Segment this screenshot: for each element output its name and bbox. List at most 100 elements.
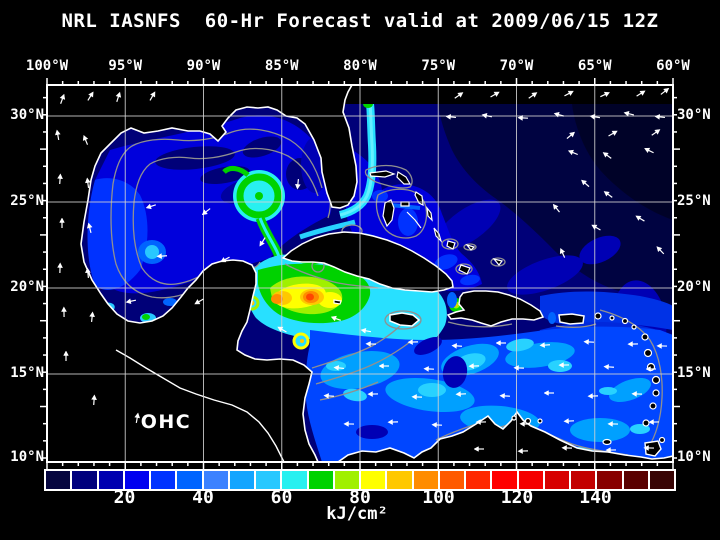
current-arrow-icon [558, 362, 570, 368]
current-arrow-icon [656, 343, 668, 349]
current-arrow-icon [648, 419, 660, 425]
current-arrow-icon [587, 393, 599, 399]
colorbar-cell [332, 471, 359, 489]
current-arrow-icon [323, 393, 335, 399]
colorbar-cell [621, 471, 648, 489]
lat-label: 25°N [677, 193, 711, 209]
colorbar-cell [280, 471, 307, 489]
current-arrow-icon [561, 445, 573, 451]
current-arrow-icon [473, 446, 484, 452]
lat-label: 15°N [677, 365, 711, 381]
current-arrow-icon [603, 364, 615, 370]
current-arrow-icon [591, 224, 601, 231]
colorbar-cell [411, 471, 438, 489]
current-arrow-icon [603, 191, 613, 198]
current-arrow-icon [559, 248, 566, 258]
current-arrow-icon [660, 87, 670, 95]
lat-label: 20°N [10, 279, 44, 295]
current-arrow-icon [600, 91, 610, 98]
island-jamaica [389, 312, 421, 327]
map-frame [46, 84, 674, 463]
current-arrow-icon [365, 341, 377, 347]
colorbar-tick-label: 120 [500, 487, 534, 508]
current-arrow-icon [82, 134, 89, 145]
current-arrow-icon [468, 363, 480, 369]
current-arrow-icon [623, 110, 635, 117]
lon-label: 85°W [264, 58, 299, 74]
colorbar-cell [359, 471, 386, 489]
colorbar-tick-label: 140 [579, 487, 612, 508]
colorbar-tick-label: 80 [349, 487, 371, 508]
current-arrow-icon [454, 92, 464, 99]
current-arrow-icon [277, 326, 287, 333]
current-arrow-icon [499, 393, 511, 399]
current-arrow-icon [636, 90, 646, 97]
lon-label: 95°W [108, 58, 143, 74]
colorbar-cell [569, 471, 596, 489]
colorbar-tick-label: 20 [113, 487, 136, 508]
current-arrow-icon [91, 394, 97, 406]
current-arrow-icon [455, 391, 467, 397]
colorbar-cell [516, 471, 543, 489]
colorbar-tick-label: 100 [422, 487, 455, 508]
colorbar-cell [437, 471, 464, 489]
lon-label: 75°W [421, 58, 456, 74]
graticule-gridlines [47, 85, 673, 462]
current-arrow-icon [543, 390, 554, 396]
lat-label: 30°N [10, 107, 44, 123]
colorbar-cell [122, 471, 149, 489]
current-arrow-icon [635, 215, 645, 222]
current-arrow-icon [451, 343, 463, 349]
land-masses [47, 85, 673, 462]
coastline-south-america [337, 410, 673, 462]
island-puerto-rico [558, 313, 585, 325]
current-arrow-icon [563, 418, 575, 424]
colorbar-cell [464, 471, 491, 489]
current-arrow-icon [330, 315, 341, 322]
current-arrow-icon [643, 445, 655, 451]
no-data-strip [345, 85, 673, 104]
colorbar-cell [385, 471, 412, 489]
lon-label: 90°W [186, 58, 221, 74]
lat-label: 25°N [10, 193, 44, 209]
current-arrow-icon [85, 267, 91, 279]
current-arrow-icon [61, 306, 67, 318]
lon-label: 65°W [577, 58, 612, 74]
current-arrow-icon [490, 91, 500, 98]
current-arrow-icon [581, 179, 590, 188]
current-arrow-icon [583, 339, 595, 345]
current-arrow-icon [360, 328, 372, 334]
current-arrow-icon [566, 131, 576, 140]
plot-title: NRL IASNFS 60-Hr Forecast valid at 2009/… [61, 10, 659, 32]
colorbar-tick-label: 40 [192, 487, 214, 508]
current-arrow-icon [654, 114, 666, 120]
current-arrow-icon [495, 340, 506, 346]
colorbar-cell [227, 471, 254, 489]
colorbar-cell [490, 471, 517, 489]
current-arrow-icon [517, 115, 529, 121]
current-arrow-icon [517, 448, 529, 454]
colorbar-cell [542, 471, 569, 489]
current-arrow-icon [539, 342, 551, 348]
current-arrow-icon [145, 203, 156, 210]
current-arrow-icon [423, 366, 435, 372]
current-arrow-icon [387, 419, 399, 425]
current-arrow-icon [57, 262, 63, 274]
current-arrow-icon [411, 394, 423, 400]
islands-bahamas [369, 170, 504, 275]
current-arrow-icon [57, 173, 63, 185]
current-vector-arrows [55, 87, 670, 454]
colorbar-cell [595, 471, 622, 489]
current-arrow-icon [59, 217, 65, 228]
current-arrow-icon [651, 129, 661, 136]
current-arrow-icon [59, 93, 66, 104]
field-name-label: OHC [140, 411, 192, 433]
current-arrow-icon [149, 91, 156, 101]
colorbar-tick-label: 60 [270, 487, 293, 508]
colorbar-cell [254, 471, 281, 489]
colorbar-cell [149, 471, 176, 489]
current-arrow-icon [87, 91, 94, 101]
current-arrow-icon [431, 422, 443, 428]
